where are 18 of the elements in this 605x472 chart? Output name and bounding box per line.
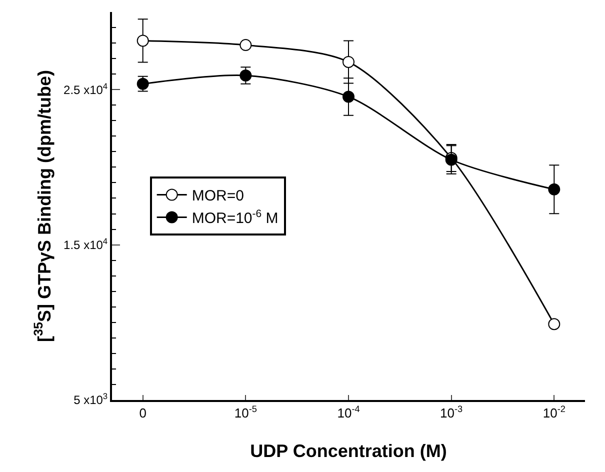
y-tick-label: 5 x10$^{3}$: [74, 391, 108, 408]
x-tick-label: 10$^{-5}$: [234, 404, 257, 421]
point: [240, 39, 252, 52]
x-tick-label: 10$^{-4}$: [337, 404, 360, 421]
x-axis-title: UDP Concentration (M): [250, 441, 447, 462]
point: [240, 69, 252, 82]
point: [548, 318, 560, 330]
point: [136, 34, 149, 47]
legend-label: MOR=0: [192, 188, 244, 205]
x-tick-label: 0: [139, 406, 146, 421]
point: [342, 90, 354, 103]
point: [548, 183, 560, 196]
point: [342, 56, 354, 68]
x-tick-label: 10$^{-2}$: [542, 404, 566, 421]
legend-label: MOR=10$^{-6}$ M: [192, 208, 278, 228]
y-tick-label: 1.5 x10$^{4}$: [64, 236, 108, 252]
y-tick-label: 2.5 x10$^{4}$: [64, 80, 108, 97]
x-tick-label: 10$^{-3}$: [440, 404, 463, 421]
